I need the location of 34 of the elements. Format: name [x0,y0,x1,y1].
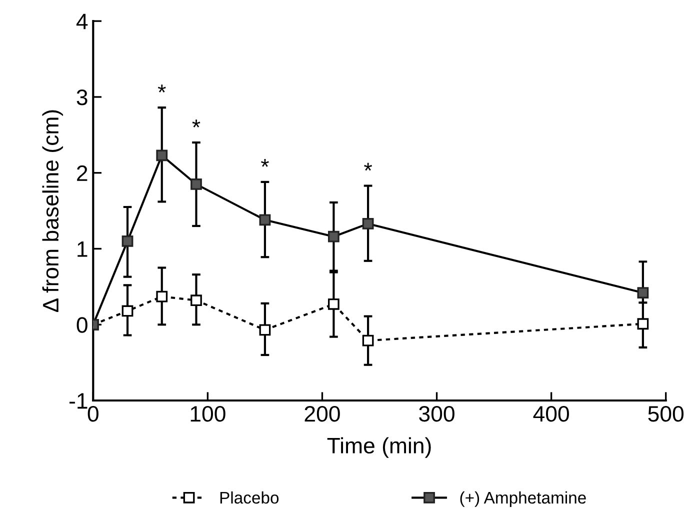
point [259,214,271,226]
annotation: * [158,84,166,92]
x-tick-label: 0 [88,406,98,422]
point [637,318,649,330]
y-tick-label: 2 [77,165,88,181]
point [156,150,168,162]
x-tick-label: 100 [190,406,226,422]
y-tick-label: 0 [76,317,88,333]
point [328,230,340,242]
point [362,218,374,230]
x-tick-label: 500 [648,406,684,422]
y-tick-label: -1 [70,393,88,409]
point [637,287,649,298]
point [362,334,374,346]
x-tick-label: 200 [304,406,340,422]
point [122,305,134,317]
y-tick-label: 4 [76,14,88,30]
x-axis-title: Time (min) [327,437,431,458]
x-tick-label: 300 [419,406,454,422]
legend-label: Placebo [220,491,279,504]
point [328,298,340,310]
annotation: * [364,162,372,171]
point [122,235,134,247]
legend-label: (+) Amphetamine [460,491,586,507]
y-axis-title: Δ from baseline (cm) [42,110,63,312]
y-tick-label: 1 [78,242,88,257]
point [156,290,168,302]
point [190,294,202,306]
y-tick-label: 3 [76,90,88,106]
point [259,324,271,336]
point [190,178,202,190]
annotation: * [260,159,269,167]
x-tick-label: 400 [533,406,569,422]
annotation: * [192,120,200,128]
